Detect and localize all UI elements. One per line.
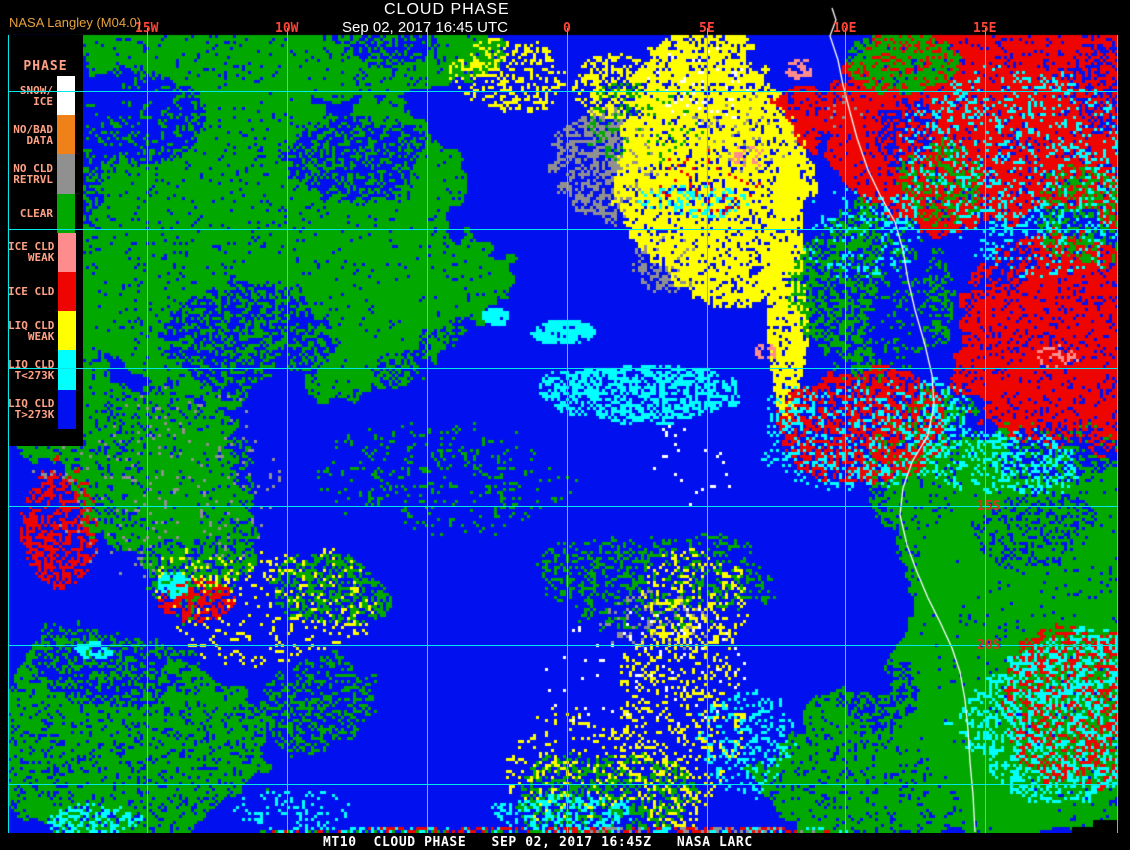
legend-entry: LIQ CLD T>273K bbox=[8, 389, 77, 429]
meridian-gridline bbox=[845, 28, 846, 833]
legend-entry-label: LIQ CLD WEAK bbox=[8, 318, 55, 343]
legend-entry-label: ICE CLD bbox=[8, 285, 55, 299]
legend-entry: LIQ CLD T<273K bbox=[8, 350, 77, 390]
legend-color-swatch bbox=[58, 232, 77, 272]
legend-entry-label: SNOW/ ICE bbox=[20, 85, 53, 108]
legend-entry: LIQ CLD WEAK bbox=[8, 311, 77, 351]
legend-color-swatch bbox=[58, 389, 77, 429]
meridian-gridline bbox=[8, 35, 9, 833]
legend-color-swatch bbox=[58, 311, 77, 351]
footer-caption: MT10 CLOUD PHASE SEP 02, 2017 16:45Z NAS… bbox=[323, 835, 753, 850]
legend-color-swatch bbox=[57, 154, 75, 194]
timestamp-label: Sep 02, 2017 16:45 UTC bbox=[342, 19, 508, 36]
meridian-gridline bbox=[427, 28, 428, 833]
legend-entry: NO CLD RETRVL bbox=[8, 154, 75, 194]
legend-entry-label: LIQ CLD T>273K bbox=[8, 397, 55, 422]
lon-label-15W: 15W bbox=[135, 21, 159, 36]
page-title: CLOUD PHASE bbox=[384, 1, 510, 18]
legend-title: PHASE bbox=[23, 59, 68, 74]
meridian-gridline bbox=[567, 28, 568, 833]
parallel-gridline bbox=[8, 368, 1118, 369]
legend-entry-label: NO CLD RETRVL bbox=[13, 161, 53, 186]
legend-entry-label: NO/BAD DATA bbox=[13, 122, 53, 147]
legend-entry: NO/BAD DATA bbox=[8, 115, 75, 155]
lon-label-10E: 10E bbox=[833, 21, 857, 36]
lat-label-15S: 15S bbox=[977, 499, 1001, 514]
parallel-gridline bbox=[8, 506, 1118, 507]
lon-label-10W: 10W bbox=[275, 21, 299, 36]
legend-entry: CLEAR bbox=[8, 193, 75, 233]
nasa-credit-label: NASA Langley (M04.0) bbox=[9, 15, 142, 30]
parallel-gridline bbox=[8, 784, 1118, 785]
parallel-gridline bbox=[8, 645, 1118, 646]
parallel-gridline bbox=[8, 91, 1118, 92]
legend-color-swatch bbox=[58, 271, 77, 312]
lon-label-5E: 5E bbox=[699, 21, 715, 36]
legend-color-swatch bbox=[58, 350, 77, 390]
legend-entry: ICE CLD bbox=[8, 271, 77, 312]
legend-entry: ICE CLD WEAK bbox=[8, 232, 77, 272]
meridian-gridline bbox=[1117, 35, 1118, 833]
meridian-gridline bbox=[985, 28, 986, 833]
lon-label-0: 0 bbox=[563, 21, 571, 36]
lon-label-15E: 15E bbox=[973, 21, 997, 36]
footer-bar: MT10 CLOUD PHASE SEP 02, 2017 16:45Z NAS… bbox=[0, 833, 1130, 850]
legend-color-swatch bbox=[57, 115, 75, 155]
meridian-gridline bbox=[147, 28, 148, 833]
legend-entries: SNOW/ ICE NO/BAD DATA NO CLD RETRVL CLEAR IC… bbox=[8, 76, 77, 429]
legend-entry-label: LIQ CLD T<273K bbox=[8, 357, 55, 382]
lat-label-20S: 20S bbox=[977, 638, 1001, 653]
legend-panel: PHASE SNOW/ ICE NO/BAD DATA NO CLD RETRVL C… bbox=[8, 35, 83, 446]
legend-color-swatch bbox=[57, 76, 75, 116]
meridian-gridline bbox=[287, 28, 288, 833]
legend-entry-label: CLEAR bbox=[19, 206, 53, 220]
legend-entry: SNOW/ ICE bbox=[8, 76, 75, 116]
legend-entry-label: ICE CLD WEAK bbox=[8, 240, 55, 265]
legend-color-swatch bbox=[57, 193, 75, 233]
parallel-gridline bbox=[8, 229, 1118, 230]
meridian-gridline bbox=[707, 28, 708, 833]
